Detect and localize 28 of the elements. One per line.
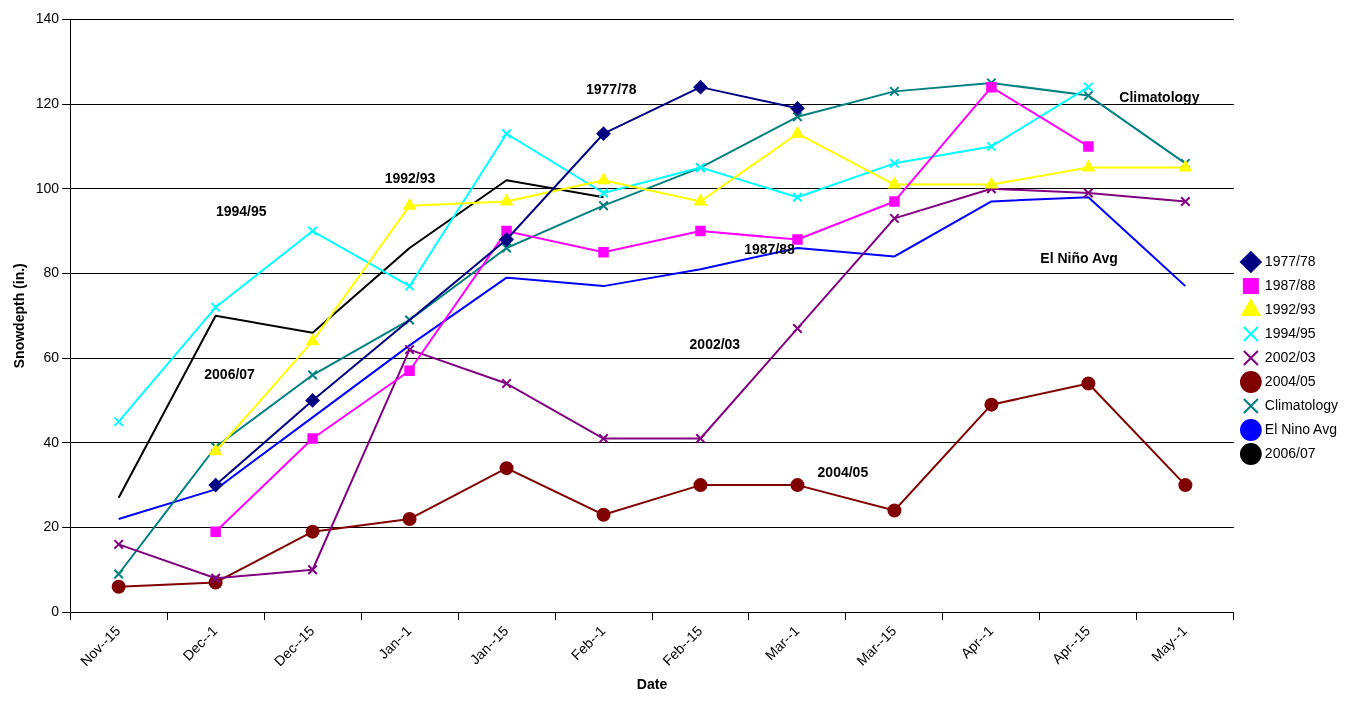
annotation: 2004/05	[817, 463, 869, 480]
legend-label: 2006/07	[1264, 444, 1316, 461]
legend-label: 1992/93	[1264, 300, 1316, 317]
legend-label: 1994/95	[1264, 324, 1316, 341]
legend-label: 2002/03	[1264, 348, 1316, 365]
legend-label: 1987/88	[1264, 276, 1316, 293]
annotation: 1994/95	[215, 203, 267, 220]
legend-label: El Nino Avg	[1264, 420, 1337, 437]
y-tick-label: 20	[43, 518, 60, 535]
y-tick-label: 0	[51, 602, 60, 619]
legend-label: 1977/78	[1264, 252, 1316, 269]
y-axis-title: Snowdepth (in.)	[11, 263, 28, 369]
y-tick-label: 40	[43, 433, 60, 450]
annotation: 2002/03	[689, 335, 741, 352]
y-tick-label: 60	[43, 348, 60, 365]
y-tick-label: 140	[35, 10, 60, 27]
x-axis-title: Date	[636, 676, 668, 693]
annotation: 1987/88	[744, 241, 796, 258]
annotation: 1977/78	[585, 81, 637, 98]
y-tick-label: 120	[35, 94, 60, 111]
annotation: El Niño Avg	[1040, 249, 1118, 266]
y-tick-label: 100	[35, 179, 60, 196]
annotation: 2006/07	[204, 365, 256, 382]
y-tick-label: 80	[43, 264, 60, 281]
annotation: Climatology	[1119, 89, 1200, 106]
legend-label: Climatology	[1264, 396, 1338, 413]
legend-label: 2004/05	[1264, 372, 1316, 389]
annotation: 1992/93	[384, 169, 436, 186]
